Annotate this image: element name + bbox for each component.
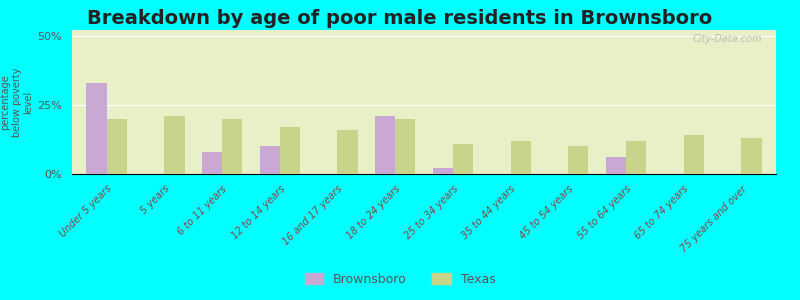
- Bar: [626, 141, 646, 174]
- Bar: [606, 158, 626, 174]
- Bar: [453, 143, 473, 174]
- Text: Breakdown by age of poor male residents in Brownsboro: Breakdown by age of poor male residents …: [87, 9, 713, 28]
- Bar: [338, 130, 358, 174]
- Bar: [222, 118, 242, 174]
- Bar: [568, 146, 589, 174]
- Bar: [259, 146, 280, 174]
- Bar: [742, 138, 762, 174]
- Bar: [202, 152, 222, 174]
- Bar: [395, 118, 415, 174]
- Bar: [433, 169, 453, 174]
- Legend: Brownsboro, Texas: Brownsboro, Texas: [299, 268, 501, 291]
- Text: City-Data.com: City-Data.com: [692, 34, 762, 44]
- Bar: [684, 135, 704, 174]
- Bar: [164, 116, 185, 174]
- Bar: [375, 116, 395, 174]
- Bar: [106, 118, 127, 174]
- Bar: [86, 82, 106, 174]
- Bar: [510, 141, 530, 174]
- Bar: [280, 127, 300, 174]
- Y-axis label: percentage
below poverty
level: percentage below poverty level: [0, 67, 34, 137]
